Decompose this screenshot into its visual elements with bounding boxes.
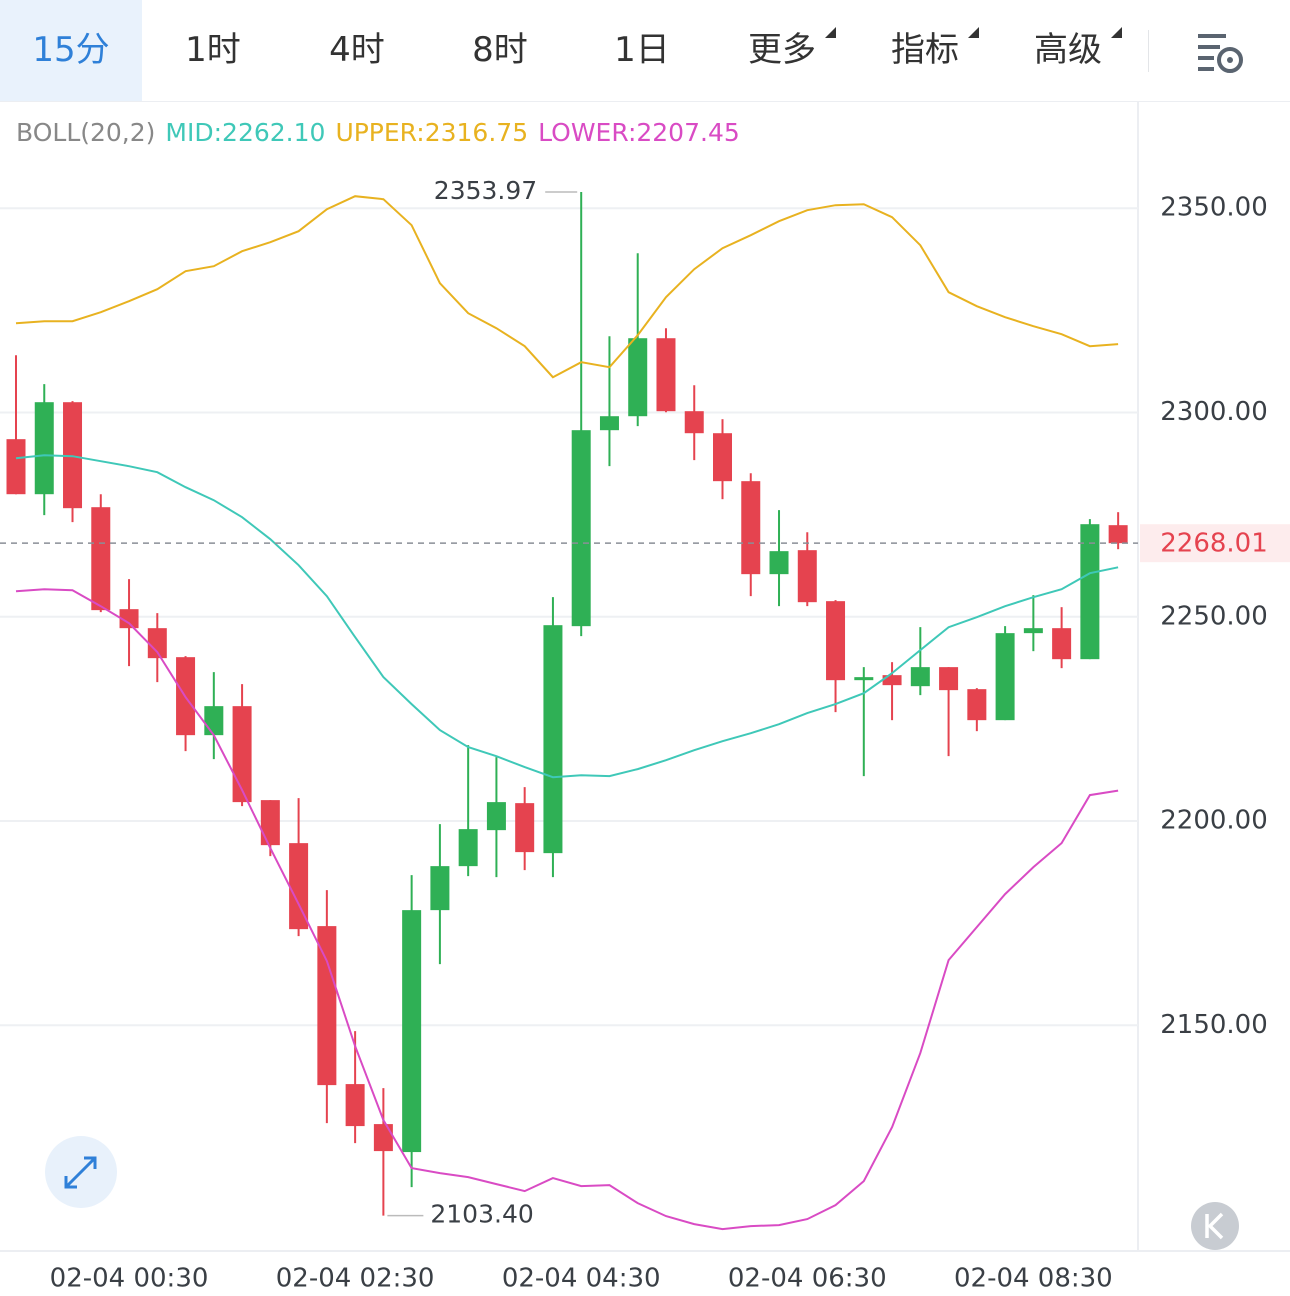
candle-body: [260, 800, 280, 846]
low-label: 2103.40: [430, 1200, 533, 1229]
dropdown-arrow: [825, 27, 836, 38]
candle-body: [317, 926, 337, 1086]
boll-line: [15, 454, 1119, 779]
candle-body: [515, 803, 535, 853]
tab-label: 高级: [1034, 27, 1122, 70]
candle-body: [204, 706, 224, 736]
x-tick-label: 02-04 06:30: [728, 1264, 887, 1294]
indicator-legend: BOLL(20,2) MID:2262.10 UPPER:2316.75 LOWER:…: [16, 118, 740, 147]
tab-label: 15分: [32, 30, 110, 70]
candle-body: [797, 550, 817, 603]
timeframe-tab[interactable]: 高级: [998, 0, 1138, 101]
tab-label: 1日: [614, 30, 670, 70]
last-price-label: 2268.01: [1160, 529, 1268, 559]
tab-bar: 15分 1时 4时 8时 1日 更多 指标 高级: [0, 0, 1290, 102]
timeframe-tab[interactable]: 15分: [0, 0, 142, 101]
x-tick-label: 02-04 08:30: [954, 1264, 1113, 1294]
y-tick-label: 2250.00: [1160, 601, 1268, 631]
candle-body: [402, 910, 422, 1153]
candle-body: [289, 843, 309, 930]
candle-body: [6, 439, 26, 495]
legend-name: LOWER:: [538, 118, 636, 147]
legend-name: UPPER:: [335, 118, 424, 147]
legend-value: 2262.10: [222, 118, 325, 147]
candle-body: [599, 416, 619, 431]
boll-line: [15, 195, 1119, 379]
timeframe-tab[interactable]: 1日: [572, 0, 712, 101]
candle-body: [119, 609, 139, 629]
candle-body: [741, 481, 761, 575]
k-button[interactable]: [1191, 1202, 1239, 1250]
candle-body: [1023, 628, 1043, 634]
x-tick-label: 02-04 02:30: [276, 1264, 435, 1294]
boll-line: [15, 588, 1119, 1231]
candle-body: [1080, 524, 1100, 660]
expand-button[interactable]: [45, 1136, 117, 1208]
candle-body: [684, 411, 704, 434]
candle-body: [882, 675, 902, 686]
last-price-bg: [1140, 524, 1290, 563]
candle-body: [232, 706, 252, 803]
timeframe-tab[interactable]: 8时: [428, 0, 572, 101]
y-tick-label: 2300.00: [1160, 397, 1268, 427]
candle-body: [543, 625, 563, 854]
candle-body: [34, 402, 54, 495]
candle-body: [939, 667, 959, 691]
tab-label: 8时: [472, 30, 528, 70]
candle-body: [345, 1084, 365, 1127]
candle-body: [430, 866, 450, 911]
expand-icon: [64, 1156, 97, 1189]
candle-body: [147, 628, 167, 659]
candle-body: [1052, 628, 1072, 660]
candle-body: [373, 1124, 393, 1152]
k-icon: [1205, 1212, 1224, 1240]
candle-body: [571, 430, 591, 627]
candle-body: [91, 507, 111, 611]
y-tick-label: 2200.00: [1160, 806, 1268, 836]
legend-name: MID:: [165, 118, 222, 147]
dropdown-arrow: [1111, 27, 1122, 38]
icon-gear-center: [1227, 57, 1233, 63]
icon-gear: [1217, 47, 1243, 73]
x-tick-label: 02-04 04:30: [502, 1264, 661, 1294]
candle-body: [458, 829, 478, 867]
high-label: 2353.97: [434, 176, 537, 205]
icon-line: [1198, 34, 1226, 71]
candle-body: [854, 677, 874, 681]
y-tick-label: 2150.00: [1160, 1010, 1268, 1040]
settings-icon[interactable]: [1190, 22, 1250, 82]
tab-label: 指标: [891, 27, 979, 70]
k-bg: [1191, 1202, 1239, 1250]
candle-body: [967, 689, 987, 721]
timeframe-tab[interactable]: 更多: [712, 0, 852, 101]
candle-body: [713, 433, 732, 482]
candle-body: [656, 338, 676, 412]
candle-body: [826, 601, 846, 681]
legend-value: 2316.75: [425, 118, 528, 147]
tab-label: 1时: [185, 30, 241, 70]
timeframe-tab[interactable]: 指标: [855, 0, 995, 101]
dropdown-arrow: [968, 27, 979, 38]
y-tick-label: 2350.00: [1160, 193, 1268, 223]
candle-body: [1108, 525, 1128, 544]
candle-body: [63, 402, 83, 509]
candle-body: [769, 551, 789, 575]
legend-value: 2207.45: [636, 118, 739, 147]
timeframe-tab[interactable]: 1时: [142, 0, 284, 101]
candle-body: [910, 667, 930, 687]
separator: [1148, 30, 1149, 72]
candle-body: [995, 633, 1015, 721]
indicator-name: BOLL(20,2): [16, 118, 155, 147]
candle-body: [486, 802, 506, 831]
tab-label: 更多: [748, 27, 836, 70]
x-tick-label: 02-04 00:30: [50, 1264, 209, 1294]
candle-body: [628, 338, 648, 417]
timeframe-tab[interactable]: 4时: [286, 0, 428, 101]
tab-label: 4时: [329, 30, 385, 70]
